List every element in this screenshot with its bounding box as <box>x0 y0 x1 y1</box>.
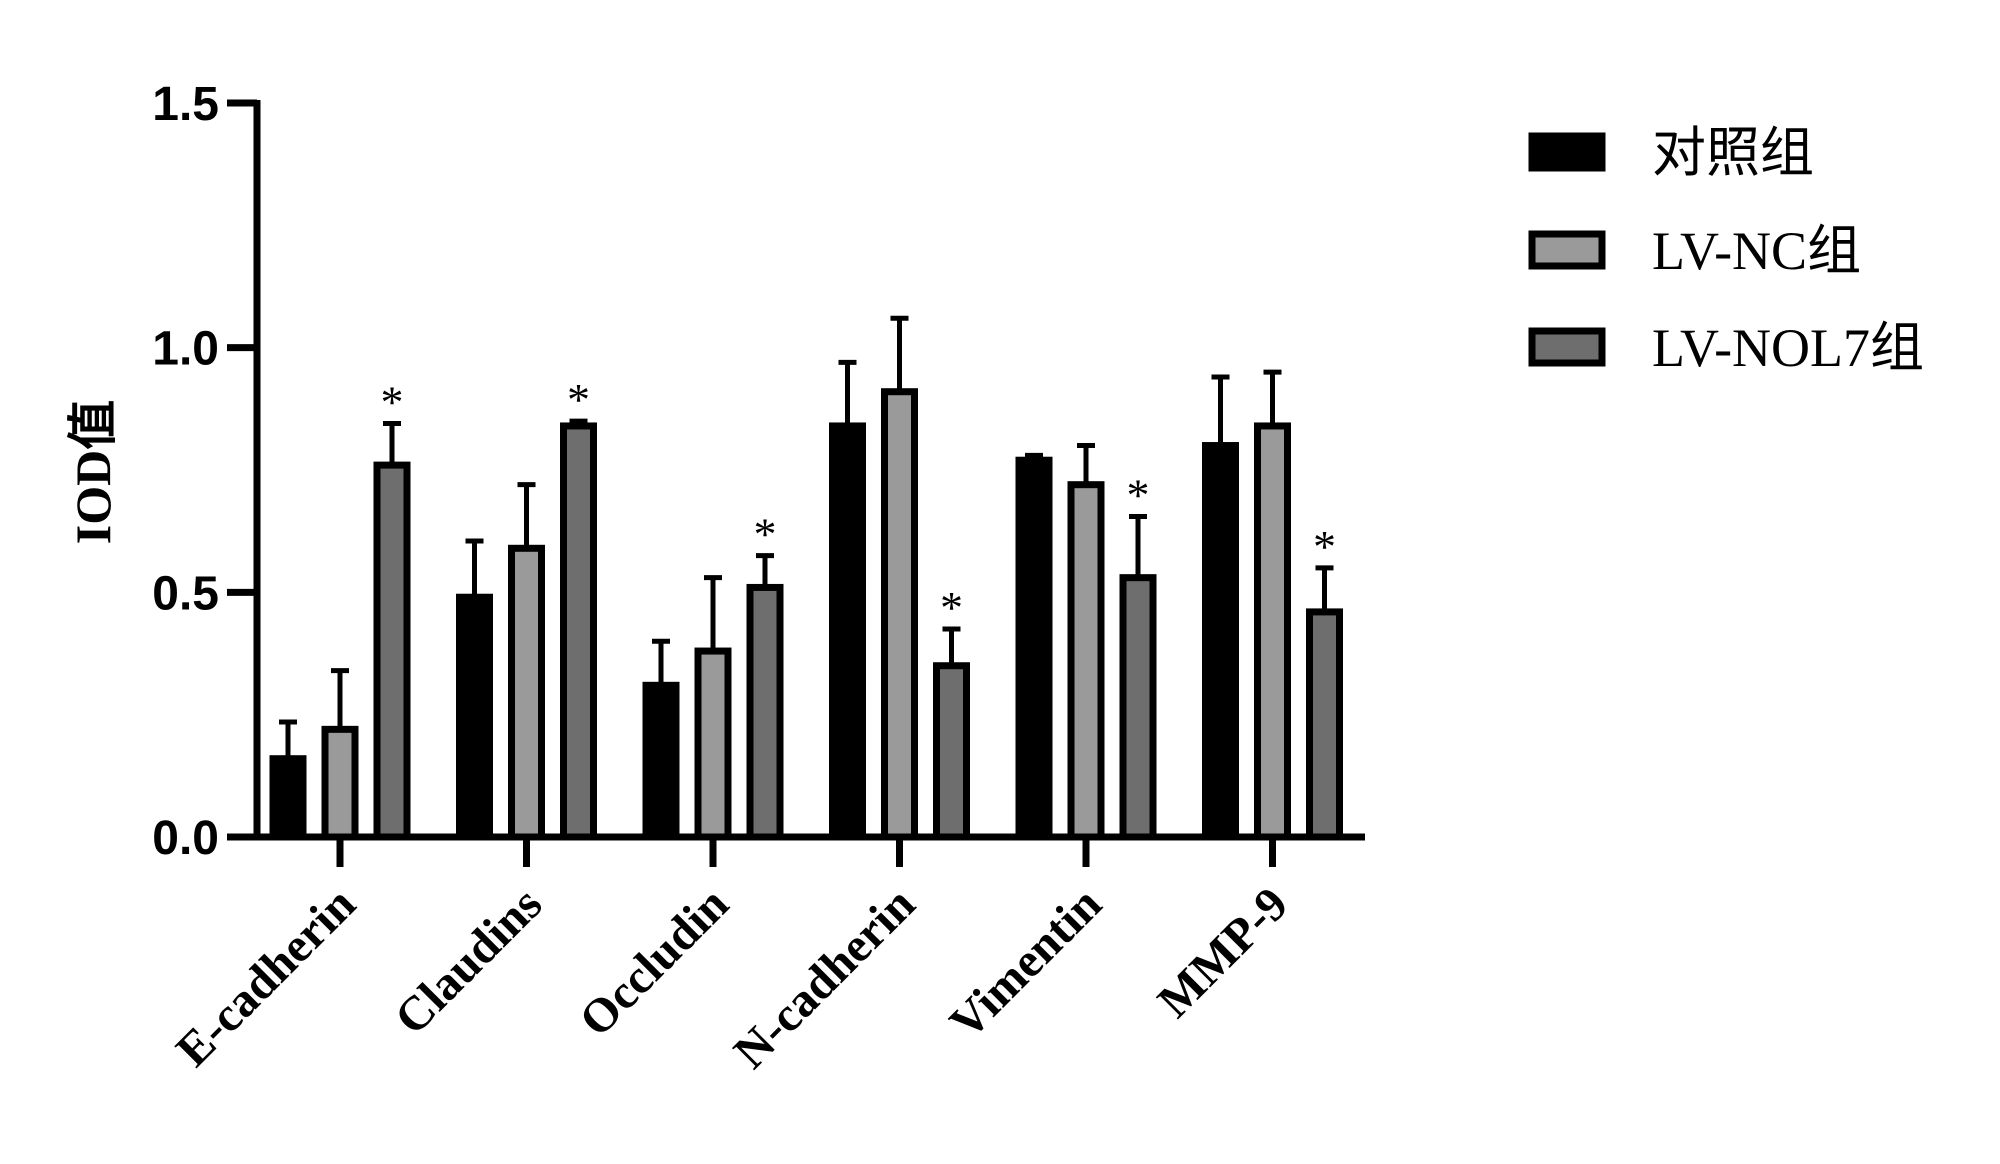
significance-star: * <box>754 509 777 560</box>
bar <box>1306 608 1343 841</box>
category-label: E-cadherin <box>166 877 366 1077</box>
significance-star: * <box>1127 469 1150 520</box>
legend-label: LV-NOL7组 <box>1652 318 1924 378</box>
significance-star: * <box>1313 521 1336 572</box>
bar <box>373 461 411 841</box>
bar <box>269 755 307 841</box>
category-label: Claudins <box>385 877 553 1045</box>
legend: 对照组 LV-NC组 LV-NOL7组 <box>1528 123 1924 378</box>
significance-star: * <box>567 374 590 425</box>
y-tick-label: 0.0 <box>152 812 219 865</box>
significance-star: * <box>381 377 404 428</box>
bar <box>1067 481 1105 841</box>
bar <box>560 422 597 841</box>
y-axis: 0.0 0.5 1.0 1.5 <box>152 78 261 865</box>
plot-area: * * * * * * <box>269 315 1343 841</box>
bar <box>642 681 680 841</box>
legend-swatch <box>1528 230 1606 270</box>
bar <box>1254 422 1291 841</box>
y-axis-title: IOD值 <box>65 400 121 544</box>
bar <box>829 422 866 841</box>
y-tick-label: 0.5 <box>152 567 219 620</box>
bar <box>1015 456 1053 841</box>
category-label: MMP-9 <box>1148 877 1299 1028</box>
bar <box>1119 574 1157 841</box>
category-label: N-cadherin <box>724 877 926 1079</box>
bar <box>881 388 918 841</box>
significance-star: * <box>940 582 963 633</box>
legend-label: LV-NC组 <box>1652 221 1861 281</box>
bar <box>933 662 970 841</box>
y-tick-label: 1.5 <box>152 78 219 131</box>
bar <box>456 593 493 841</box>
y-tick-label: 1.0 <box>152 323 219 376</box>
bar <box>1202 442 1239 841</box>
bar <box>508 544 545 841</box>
category-label: Vimentin <box>940 877 1112 1049</box>
bar <box>694 647 732 841</box>
legend-swatch <box>1528 132 1606 172</box>
category-label: Occludin <box>569 877 738 1046</box>
legend-label: 对照组 <box>1652 123 1814 183</box>
legend-swatch <box>1528 327 1606 367</box>
bar <box>746 583 784 841</box>
bar <box>321 725 359 841</box>
